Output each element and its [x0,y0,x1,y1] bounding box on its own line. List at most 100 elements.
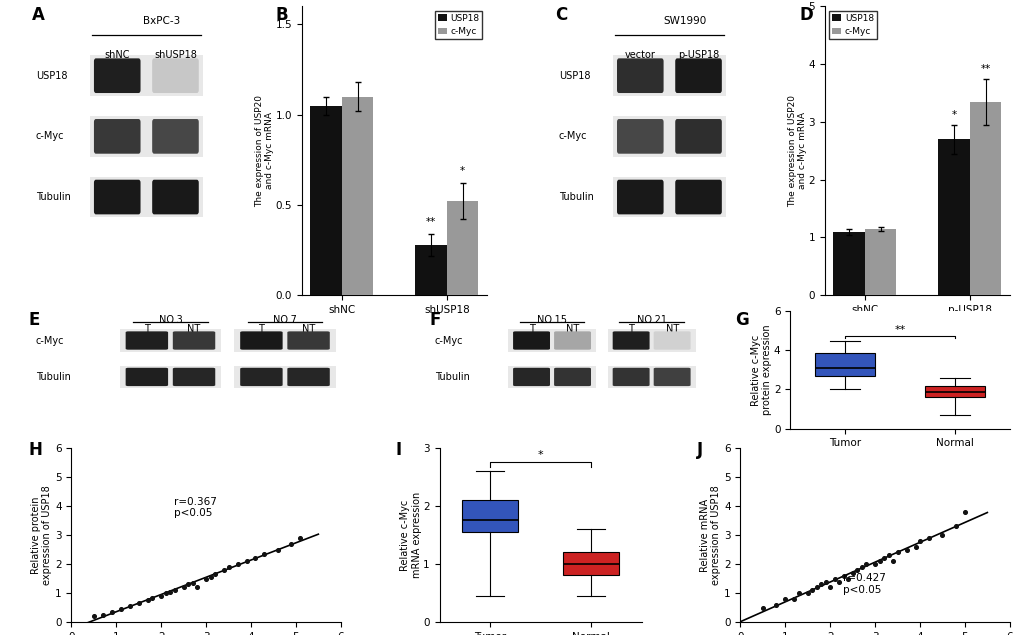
Point [95,610,111,620]
Point [808,582,824,592]
Text: H: H [29,441,42,458]
Point [848,565,864,575]
Y-axis label: Relative protein
expression of USP18: Relative protein expression of USP18 [31,485,52,585]
Point [840,573,856,584]
Text: T: T [258,324,264,334]
FancyBboxPatch shape [653,331,690,350]
Text: USP18: USP18 [36,70,67,81]
Text: shUSP18: shUSP18 [154,50,197,60]
Text: NT: NT [566,324,579,334]
Text: NO.15: NO.15 [537,315,567,324]
FancyBboxPatch shape [94,180,141,215]
Text: E: E [29,311,41,329]
Point [229,559,246,569]
Bar [833,232,864,295]
Text: **: ** [426,217,436,227]
FancyBboxPatch shape [513,368,549,386]
Point [933,530,950,540]
Bar [341,97,373,295]
Point [911,536,927,546]
Text: p-USP18: p-USP18 [678,50,718,60]
Point [803,585,819,596]
Point [786,594,802,604]
Point [157,588,173,598]
FancyBboxPatch shape [94,119,141,154]
Point [112,604,128,614]
FancyBboxPatch shape [507,330,595,352]
Point [754,603,770,613]
FancyBboxPatch shape [675,180,721,215]
FancyBboxPatch shape [507,366,595,388]
Point [283,538,300,549]
Point [104,607,120,617]
FancyBboxPatch shape [616,180,663,215]
Point [256,549,272,559]
FancyBboxPatch shape [125,368,168,386]
FancyBboxPatch shape [612,331,649,350]
Point [857,559,873,569]
Point [767,599,784,610]
Point [130,598,147,608]
Text: NO.3: NO.3 [158,315,182,324]
FancyBboxPatch shape [612,177,725,217]
FancyBboxPatch shape [120,330,221,352]
Point [790,588,806,598]
Point [889,547,905,558]
Y-axis label: Relative mRNA
expression of USP18: Relative mRNA expression of USP18 [699,485,720,585]
Point [184,578,201,588]
Text: *: * [537,450,543,460]
Point [269,544,285,554]
FancyBboxPatch shape [616,119,663,154]
FancyBboxPatch shape [94,58,141,93]
Text: NO.21: NO.21 [636,315,666,324]
Y-axis label: Relative c-Myc
protein expression: Relative c-Myc protein expression [750,324,771,415]
Point [898,544,914,554]
FancyBboxPatch shape [612,116,725,157]
Text: T: T [528,324,534,334]
Text: F: F [429,311,440,329]
Point [799,588,815,598]
Point [153,591,169,601]
Text: NO.7: NO.7 [273,315,297,324]
Bar [415,244,446,295]
FancyBboxPatch shape [172,368,215,386]
Text: A: A [32,6,45,24]
Point [144,592,160,603]
PathPatch shape [814,353,874,376]
Text: Tubulin: Tubulin [36,372,70,382]
Text: NT: NT [302,324,315,334]
Point [216,565,232,575]
Text: C: C [554,6,567,24]
Text: T: T [144,324,150,334]
FancyBboxPatch shape [675,58,721,93]
Text: G: G [735,311,748,329]
FancyBboxPatch shape [513,331,549,350]
Bar [937,139,969,295]
FancyBboxPatch shape [152,180,199,215]
Text: BxPC-3: BxPC-3 [143,16,180,26]
Point [907,542,923,552]
Y-axis label: The expression of USP20
and c-Myc mRNA: The expression of USP20 and c-Myc mRNA [787,95,806,207]
Point [853,562,869,572]
FancyBboxPatch shape [287,331,329,350]
Point [291,533,308,543]
Text: r=0.427
p<0.05: r=0.427 p<0.05 [842,573,884,595]
Point [844,568,860,578]
FancyBboxPatch shape [653,368,690,386]
FancyBboxPatch shape [612,368,649,386]
Point [870,556,887,566]
Text: NT: NT [664,324,678,334]
Text: c-Myc: c-Myc [36,131,64,142]
FancyBboxPatch shape [607,366,695,388]
Point [162,587,178,597]
Point [86,612,102,622]
FancyBboxPatch shape [612,55,725,96]
Legend: USP18, c-Myc: USP18, c-Myc [435,11,482,39]
FancyBboxPatch shape [239,368,282,386]
Text: Tubulin: Tubulin [558,192,593,202]
Point [956,507,972,517]
FancyBboxPatch shape [607,330,695,352]
Point [189,582,205,592]
Point [238,556,255,566]
FancyBboxPatch shape [172,331,215,350]
